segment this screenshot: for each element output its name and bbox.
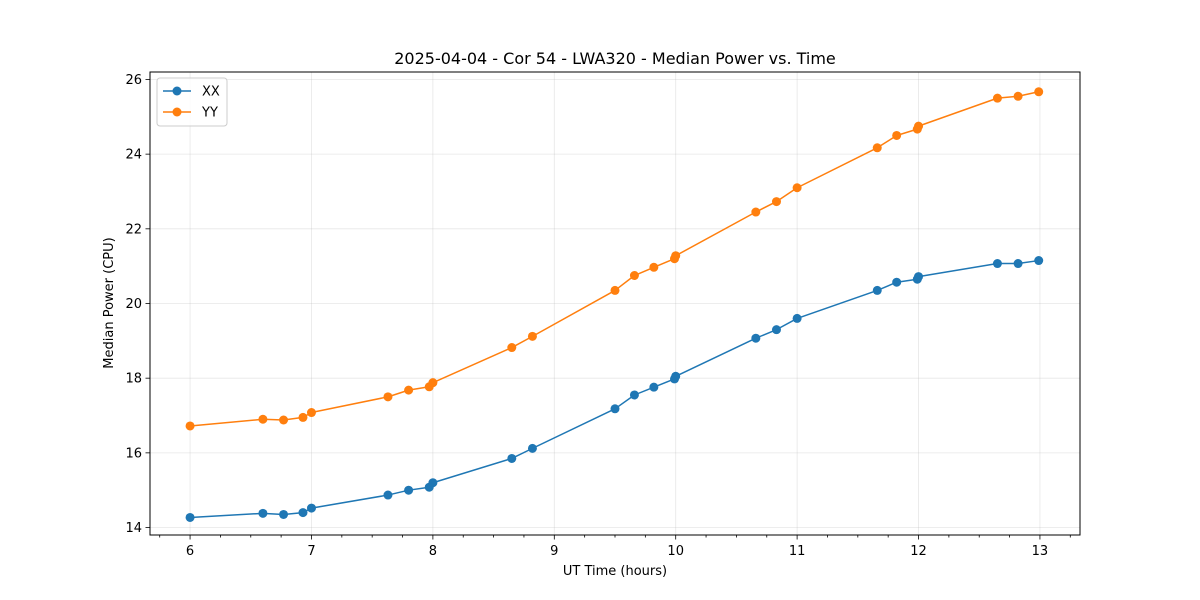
data-point-yy bbox=[914, 121, 924, 131]
data-point-yy bbox=[792, 183, 802, 193]
data-point-yy bbox=[507, 343, 517, 353]
y-tick-label: 18 bbox=[125, 372, 142, 387]
data-point-xx bbox=[404, 485, 414, 495]
data-point-yy bbox=[649, 262, 659, 272]
data-point-xx bbox=[507, 453, 517, 463]
data-point-xx bbox=[527, 443, 537, 453]
x-axis-label: UT Time (hours) bbox=[563, 564, 667, 579]
x-tick-label: 9 bbox=[550, 544, 558, 559]
y-tick-label: 14 bbox=[125, 521, 142, 536]
data-point-xx bbox=[671, 371, 681, 381]
x-tick-label: 7 bbox=[307, 544, 315, 559]
y-tick-label: 20 bbox=[125, 297, 142, 312]
data-point-xx bbox=[185, 512, 195, 522]
legend: XX YY bbox=[156, 77, 228, 127]
data-point-yy bbox=[629, 270, 639, 280]
legend-label-yy: YY bbox=[201, 106, 218, 121]
data-point-xx bbox=[629, 390, 639, 400]
data-point-xx bbox=[1034, 256, 1044, 266]
data-point-xx bbox=[1013, 259, 1023, 269]
x-tick-label: 6 bbox=[186, 544, 194, 559]
chart-title: 2025-04-04 - Cor 54 - LWA320 - Median Po… bbox=[394, 49, 836, 68]
data-point-xx bbox=[428, 478, 438, 488]
data-point-yy bbox=[892, 130, 902, 140]
data-point-yy bbox=[298, 412, 308, 422]
data-point-xx bbox=[383, 490, 393, 500]
data-point-yy bbox=[306, 408, 316, 418]
y-tick-label: 26 bbox=[125, 73, 142, 88]
data-point-yy bbox=[610, 285, 620, 295]
data-point-yy bbox=[404, 385, 414, 395]
data-point-xx bbox=[914, 272, 924, 282]
data-point-xx bbox=[279, 509, 289, 519]
y-tick-label: 22 bbox=[125, 222, 142, 237]
legend-label-xx: XX bbox=[202, 85, 220, 100]
data-point-xx bbox=[771, 325, 781, 335]
data-point-yy bbox=[671, 251, 681, 261]
data-point-yy bbox=[872, 143, 882, 153]
legend-marker-xx bbox=[172, 86, 182, 96]
data-point-xx bbox=[306, 503, 316, 513]
x-tick-label: 11 bbox=[789, 544, 806, 559]
x-tick-label: 12 bbox=[910, 544, 927, 559]
series-yy bbox=[185, 87, 1044, 431]
data-point-yy bbox=[992, 93, 1002, 103]
y-tick-label: 16 bbox=[125, 446, 142, 461]
data-point-yy bbox=[1034, 87, 1044, 97]
data-point-yy bbox=[258, 414, 268, 424]
x-axis-ticks: 6 7 8 9 10 11 12 13 bbox=[159, 535, 1071, 559]
data-point-xx bbox=[872, 285, 882, 295]
data-point-yy bbox=[279, 415, 289, 425]
x-tick-label: 10 bbox=[667, 544, 684, 559]
grid-lines bbox=[150, 72, 1080, 535]
x-tick-label: 8 bbox=[429, 544, 437, 559]
data-point-xx bbox=[751, 333, 761, 343]
data-point-yy bbox=[751, 207, 761, 217]
data-point-xx bbox=[649, 382, 659, 392]
data-point-xx bbox=[610, 404, 620, 414]
data-point-xx bbox=[892, 277, 902, 287]
data-point-yy bbox=[771, 197, 781, 207]
data-point-yy bbox=[1013, 91, 1023, 101]
series-xx bbox=[185, 256, 1044, 522]
legend-marker-yy bbox=[172, 107, 182, 117]
data-point-xx bbox=[792, 313, 802, 323]
data-point-yy bbox=[527, 331, 537, 341]
data-point-xx bbox=[258, 508, 268, 518]
data-point-xx bbox=[992, 259, 1002, 269]
data-point-yy bbox=[185, 421, 195, 431]
y-tick-label: 24 bbox=[125, 148, 142, 163]
y-axis-ticks: 14 16 18 20 22 24 26 bbox=[125, 73, 150, 536]
x-tick-label: 13 bbox=[1032, 544, 1049, 559]
y-axis-label: Median Power (CPU) bbox=[102, 237, 117, 368]
data-point-yy bbox=[428, 378, 438, 388]
data-point-yy bbox=[383, 392, 393, 402]
series-layer bbox=[185, 87, 1044, 522]
data-point-xx bbox=[298, 508, 308, 518]
